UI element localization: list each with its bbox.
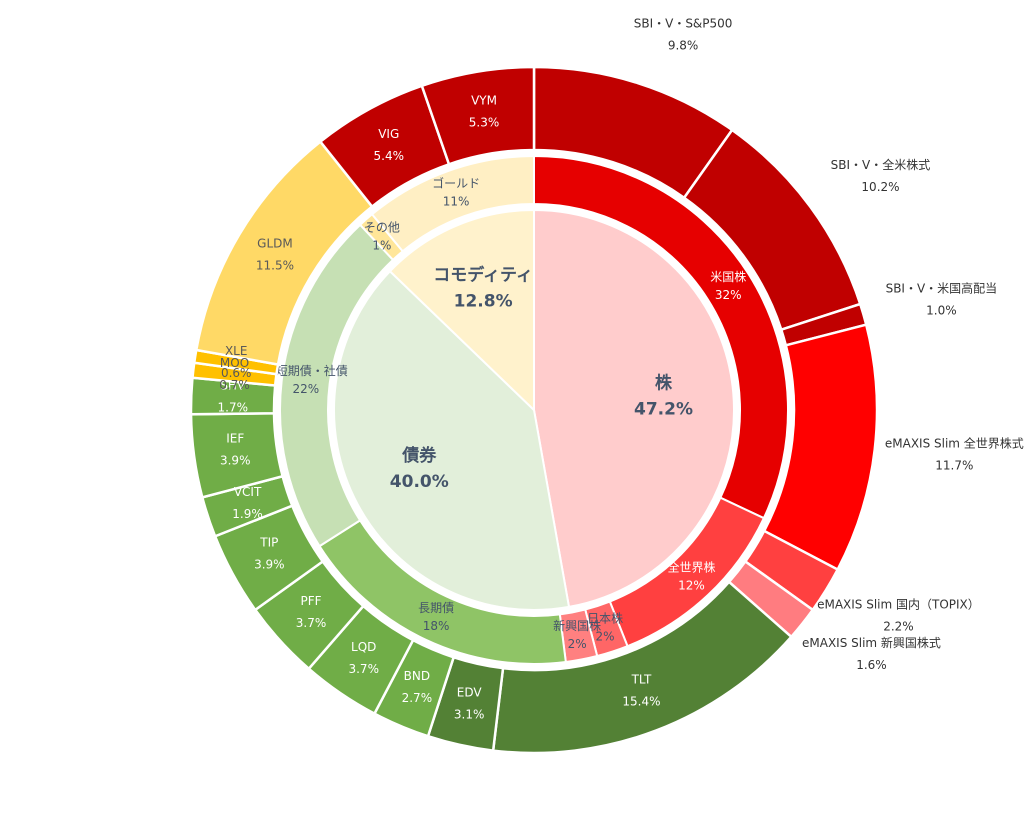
holdings-value-pff-10: 3.7%: [296, 616, 327, 630]
holdings-label-gldm-17: GLDM: [257, 237, 293, 251]
subcategory-value-item-3: 2%: [568, 637, 587, 651]
subcategory-value-item-2: 2%: [596, 630, 615, 644]
subcategory-label-item-4: 長期債: [418, 600, 454, 615]
holdings-value-tip-11: 3.9%: [254, 557, 285, 571]
holdings-label-vcit-12: VCIT: [234, 485, 262, 499]
subcategory-label-item-3: 新興国株: [553, 618, 601, 633]
category-label-item-0: 株: [655, 373, 673, 394]
holdings-value-sbi-v-s-p500-0: 9.8%: [668, 38, 699, 52]
subcategory-value-item-7: 11%: [443, 195, 470, 209]
holdings-label-sbi-v-s-p500-0: SBI・V・S&P500: [634, 16, 733, 30]
subcategory-value-item-5: 22%: [292, 382, 319, 396]
holdings-ring: [189, 65, 879, 755]
holdings-value-emaxis-slim-3: 11.7%: [935, 459, 973, 473]
holdings-value-ief-13: 3.9%: [220, 454, 251, 468]
category-slice-item-0: [533, 208, 736, 609]
subcategory-label-item-1: 全世界株: [667, 560, 715, 575]
category-value-item-2: 12.8%: [454, 291, 513, 311]
holdings-label-pff-10: PFF: [300, 594, 321, 608]
holdings-label-bnd-8: BND: [404, 669, 430, 683]
subcategory-value-item-1: 12%: [678, 579, 705, 593]
holdings-value-vig-18: 5.4%: [374, 149, 405, 163]
holdings-label-emaxis-slim-3: eMAXIS Slim 全世界株式: [885, 436, 1024, 451]
holdings-label-ief-13: IEF: [226, 432, 244, 446]
holdings-value-shv-14: 1.7%: [218, 401, 249, 415]
holdings-label-sbi-v-1: SBI・V・全米株式: [831, 157, 931, 172]
category-ring: [333, 208, 736, 611]
holdings-value-bnd-8: 2.7%: [402, 691, 433, 705]
holdings-value-gldm-17: 11.5%: [256, 259, 294, 273]
holdings-value-emaxis-slim-topix-4: 2.2%: [883, 619, 914, 633]
holdings-value-tlt-6: 15.4%: [622, 695, 660, 709]
category-slice-item-2: [388, 208, 535, 413]
holdings-value-emaxis-slim-5: 1.6%: [856, 658, 887, 672]
category-value-item-0: 47.2%: [634, 400, 693, 420]
holdings-label-shv-14: SHV: [220, 379, 246, 393]
holdings-value-sbi-v-2: 1.0%: [926, 303, 957, 317]
subcategory-value-item-4: 18%: [423, 619, 450, 633]
category-label-item-1: 債券: [401, 445, 437, 466]
subcategory-label-item-6: その他: [364, 220, 400, 234]
holdings-slice-vym-19: [420, 65, 536, 166]
holdings-value-sbi-v-1: 10.2%: [861, 180, 899, 194]
holdings-label-emaxis-slim-topix-4: eMAXIS Slim 国内（TOPIX）: [817, 597, 980, 611]
holdings-value-xle-16: 0.6%: [221, 366, 252, 380]
holdings-label-vig-18: VIG: [378, 127, 399, 141]
subcategory-label-item-5: 中短期債・社債: [264, 363, 348, 378]
subcategory-label-item-2: 日本株: [587, 611, 623, 626]
subcategory-ring: [279, 154, 789, 665]
holdings-label-emaxis-slim-5: eMAXIS Slim 新興国株式: [802, 635, 941, 650]
holdings-value-vym-19: 5.3%: [469, 116, 500, 130]
holdings-value-lqd-9: 3.7%: [348, 662, 379, 676]
holdings-label-tip-11: TIP: [259, 535, 278, 549]
subcategory-label-item-7: ゴールド: [432, 176, 480, 191]
holdings-label-tlt-6: TLT: [631, 673, 652, 687]
category-label-item-2: コモディティ: [433, 264, 533, 285]
subcategory-value-item-0: 32%: [715, 288, 742, 302]
holdings-label-moo-15: MOO: [220, 356, 249, 370]
subcategory-value-item-6: 1%: [372, 238, 391, 252]
holdings-label-vym-19: VYM: [471, 94, 497, 108]
holdings-label-xle-16: XLE: [225, 344, 248, 358]
holdings-value-edv-7: 3.1%: [454, 707, 485, 721]
category-value-item-1: 40.0%: [390, 472, 449, 492]
category-slice-item-1: [333, 269, 571, 611]
subcategory-slice-item-7: [370, 154, 535, 253]
subcategory-label-item-0: 米国株: [710, 269, 746, 284]
holdings-label-sbi-v-2: SBI・V・米国高配当: [886, 280, 998, 295]
holdings-label-lqd-9: LQD: [351, 640, 376, 654]
holdings-label-edv-7: EDV: [457, 685, 483, 699]
holdings-value-vcit-12: 1.9%: [232, 507, 263, 521]
holdings-value-moo-15: 0.7%: [219, 378, 250, 392]
